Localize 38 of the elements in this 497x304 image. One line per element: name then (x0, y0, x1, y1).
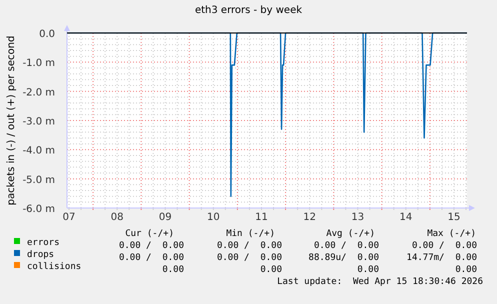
text: 0.00 / 0.00 (314, 241, 379, 251)
y-tick-label: -3.0 m (22, 116, 55, 128)
text: 0.00 (455, 265, 477, 275)
text: Avg (-/+) (326, 229, 375, 239)
y-tick-label: -5.0 m (22, 174, 55, 186)
text: 0.00 / 0.00 (412, 241, 477, 251)
x-tick-label: 10 (207, 212, 220, 223)
legend-label: errors (27, 238, 60, 248)
text: 0.00 (260, 265, 282, 275)
text: 0.00 / 0.00 (216, 253, 282, 263)
text: Min (-/+) (226, 229, 275, 239)
legend-label: drops (27, 250, 54, 260)
y-tick-label: -6.0 m (22, 204, 55, 215)
x-tick-label: 12 (303, 212, 316, 223)
text: Cur (-/+) (125, 229, 174, 239)
text: 0.00 / 0.00 (118, 241, 184, 251)
text: 14.77m/ 0.00 (406, 253, 477, 263)
x-tick-label: 13 (351, 212, 364, 223)
text: 0.00 (357, 265, 379, 275)
text: Max (-/+) (427, 229, 476, 239)
chart-title: eth3 errors - by week (194, 5, 302, 16)
y-tick-label: -4.0 m (22, 146, 55, 157)
x-tick-label: 09 (158, 212, 172, 223)
y-axis-title: packets in (-) / out (+) per second (6, 36, 17, 206)
y-tick-label: 0.0 (39, 29, 55, 40)
y-tick-label: -2.0 m (22, 87, 55, 98)
x-tick-label: 14 (399, 212, 412, 223)
text: 0.00 / 0.00 (118, 253, 184, 263)
y-tick-label: -1.0 m (22, 58, 55, 70)
x-tick-label: 11 (255, 212, 268, 223)
x-tick-label: 08 (110, 212, 124, 223)
x-tick-label: 15 (448, 212, 460, 223)
text: 0.00 / 0.00 (216, 241, 282, 251)
text: 0.00 (162, 265, 184, 275)
text: 88.89u/ 0.00 (308, 253, 379, 263)
x-tick-label: 07 (62, 212, 76, 223)
legend-label: collisions (27, 262, 82, 272)
text: Last update: Wed Apr 15 18:30:46 2026 (277, 277, 483, 287)
